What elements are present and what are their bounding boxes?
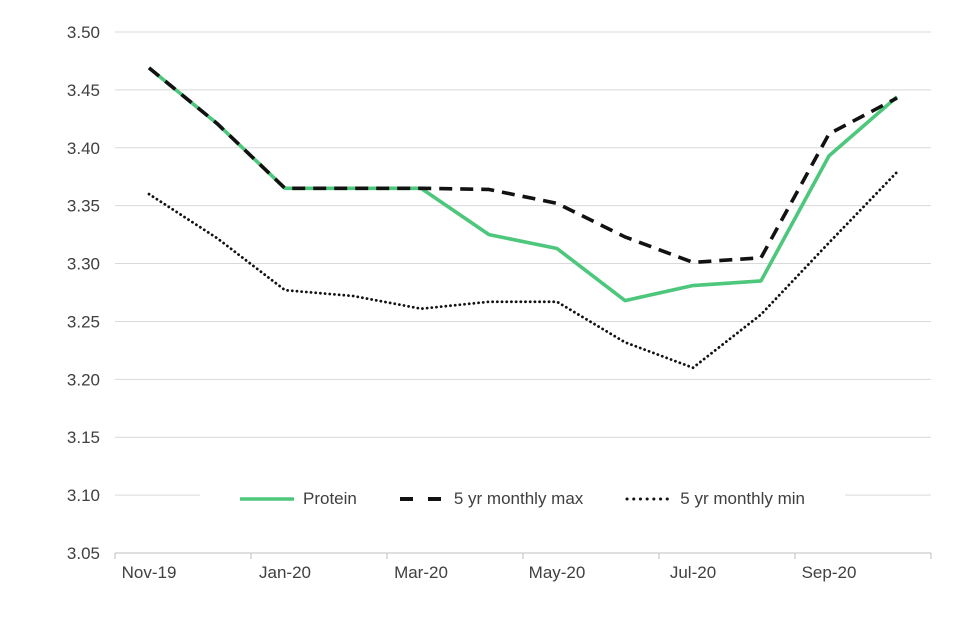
legend-item-max: 5 yr monthly max — [399, 489, 583, 509]
y-tick-label: 3.15 — [67, 428, 100, 447]
x-tick-label: Sep-20 — [802, 563, 857, 582]
series-line-protein — [147, 66, 899, 303]
legend-item-protein: Protein — [239, 489, 357, 509]
series-line-5-yr-monthly-max — [147, 66, 898, 265]
y-tick-label: 3.20 — [67, 370, 100, 389]
legend-label-max: 5 yr monthly max — [453, 489, 584, 508]
y-tick-label: 3.40 — [67, 139, 100, 158]
legend-label-protein: Protein — [302, 489, 357, 508]
x-tick-label: Mar-20 — [394, 563, 448, 582]
series-line-5-yr-monthly-min — [147, 170, 899, 370]
legend-swatch-solid-line — [239, 497, 294, 501]
y-tick-label: 3.50 — [67, 23, 100, 42]
y-tick-label: 3.05 — [67, 544, 100, 563]
x-tick-label: Nov-19 — [122, 563, 177, 582]
y-tick-label: 3.10 — [67, 486, 100, 505]
x-tick-label: Jul-20 — [670, 563, 716, 582]
y-tick-label: 3.45 — [67, 81, 100, 100]
legend-item-min: 5 yr monthly min — [625, 489, 805, 509]
x-tick-label: May-20 — [529, 563, 586, 582]
legend-label-min: 5 yr monthly min — [680, 489, 805, 508]
y-tick-label: 3.30 — [67, 255, 100, 274]
x-tick-label: Jan-20 — [259, 563, 311, 582]
y-tick-label: 3.35 — [67, 197, 100, 216]
y-tick-label: 3.25 — [67, 312, 100, 331]
legend-swatch-dotted-line — [625, 497, 672, 501]
legend-swatch-dashed-line — [399, 497, 444, 501]
legend: Protein 5 yr monthly max 5 yr monthly mi… — [200, 478, 845, 520]
